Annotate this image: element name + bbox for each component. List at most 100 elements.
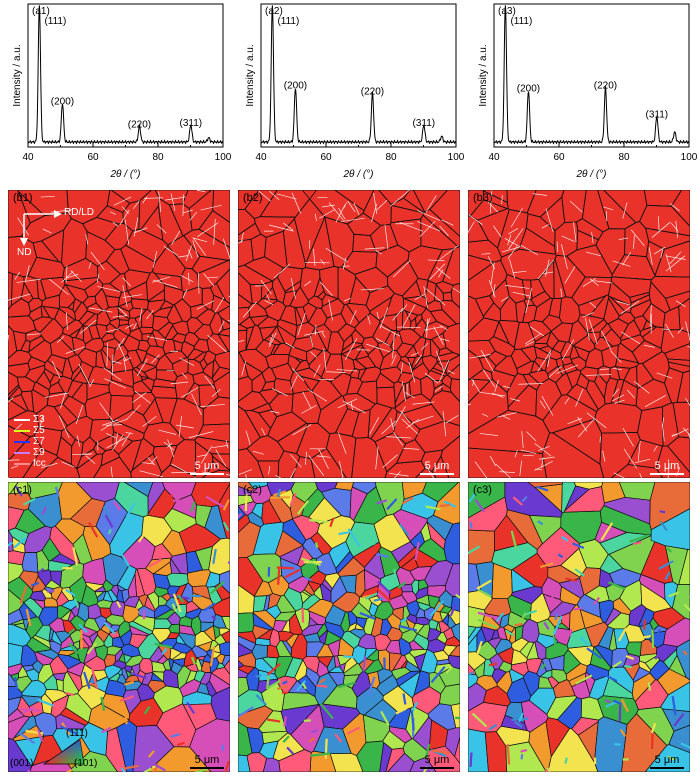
ipf-map-svg: [468, 482, 690, 772]
grain-boundary: [253, 216, 296, 238]
twin-boundary: [392, 307, 404, 321]
twin-lamella: [222, 499, 230, 511]
grain: [154, 604, 173, 619]
twin-boundary: [447, 370, 455, 375]
twin-boundary: [424, 372, 439, 384]
peak-label: (200): [284, 81, 307, 92]
twin-lamella: [65, 588, 76, 597]
twin-lamella: [343, 655, 358, 659]
twin-boundary: [474, 461, 488, 478]
twin-boundary: [614, 399, 625, 404]
twin-lamella: [512, 496, 523, 506]
twin-boundary: [441, 219, 454, 226]
twin-boundary: [616, 300, 631, 306]
twin-lamella: [304, 576, 312, 582]
twin-boundary: [405, 392, 415, 399]
twin-boundary: [307, 388, 327, 402]
twin-boundary: [501, 195, 503, 204]
grain-boundary: [56, 436, 73, 466]
grain-boundary: [327, 331, 345, 355]
peak-label: (111): [44, 16, 66, 27]
twin-lamella: [277, 568, 281, 585]
twin-lamella: [315, 542, 319, 549]
twin-boundary: [496, 412, 517, 418]
twin-boundary: [275, 475, 282, 478]
twin-boundary: [669, 202, 680, 212]
twin-boundary: [347, 200, 356, 213]
grain: [284, 657, 304, 679]
twin-boundary: [191, 393, 202, 416]
twin-boundary: [637, 440, 641, 461]
twin-boundary: [89, 379, 95, 388]
grain-boundary: [422, 208, 460, 248]
twin-boundary: [613, 472, 625, 478]
twin-boundary: [382, 454, 398, 468]
grain: [191, 585, 212, 600]
twin-lamella: [402, 693, 407, 705]
twin-lamella: [455, 593, 460, 599]
phase-map-1: (b1) RD/LD ND Σ3 Σ5 Σ7 Σ9 fcc 5 μm: [8, 190, 230, 478]
grain: [276, 594, 297, 613]
x-tick-label: 80: [618, 152, 630, 163]
twin-boundary: [393, 406, 406, 428]
grain: [649, 617, 660, 631]
phase-map-3: (b3) 5 μm: [468, 190, 690, 478]
twin-boundary: [100, 422, 113, 431]
twin-lamella: [449, 604, 457, 617]
twin-boundary: [268, 334, 274, 345]
twin-lamella: [537, 520, 544, 526]
grain: [88, 631, 98, 645]
twin-boundary: [425, 464, 434, 478]
twin-boundary: [315, 213, 317, 222]
xrd-chart-svg: 40 60 80 100 2θ / (°) Intensity / a.u. (111) (2…: [478, 3, 698, 180]
twin-lamella: [544, 769, 550, 772]
grain: [221, 616, 230, 631]
twin-boundary: [653, 445, 658, 452]
twin-boundary: [344, 338, 358, 360]
twin-boundary: [304, 330, 325, 336]
twin-boundary: [310, 351, 318, 358]
scale-bar: 5 μm: [420, 754, 454, 769]
grain: [357, 633, 377, 650]
twin-boundary: [585, 251, 601, 257]
twin-boundary: [545, 259, 550, 277]
twin-lamella: [673, 713, 685, 727]
twin-lamella: [277, 685, 288, 690]
grain-boundary: [125, 228, 169, 263]
twin-boundary: [158, 191, 162, 213]
grain-boundary: [135, 362, 157, 373]
grain: [551, 669, 568, 684]
twin-boundary: [532, 193, 548, 196]
twin-boundary: [487, 201, 499, 213]
grain: [365, 649, 379, 662]
twin-lamella: [604, 673, 618, 683]
twin-boundary: [380, 325, 401, 337]
grain: [62, 671, 80, 697]
twin-lamella: [266, 718, 281, 723]
grain-boundary: [593, 372, 608, 400]
twin-boundary: [468, 403, 471, 406]
grain-boundary: [82, 313, 99, 327]
twin-lamella: [536, 485, 549, 492]
grain: [663, 648, 678, 670]
twin-boundary: [163, 246, 178, 256]
ipf-map-3: (c3) 5 μm: [468, 482, 690, 772]
twin-lamella: [212, 548, 217, 564]
grain: [125, 675, 140, 683]
grain-boundary: [655, 445, 690, 478]
grain-boundary: [202, 396, 230, 426]
twin-boundary: [343, 297, 351, 302]
twin-boundary: [439, 245, 459, 260]
grain: [489, 653, 504, 670]
grain-boundary: [533, 346, 551, 361]
twin-boundary: [425, 317, 431, 332]
twin-boundary: [401, 381, 406, 402]
twin-boundary: [426, 319, 428, 338]
twin-boundary: [343, 202, 347, 209]
xrd-series-line: [493, 5, 690, 145]
grain-boundary: [341, 251, 378, 275]
grain: [364, 569, 381, 592]
twin-lamella: [19, 585, 28, 604]
grain-boundary: [48, 381, 65, 395]
twin-boundary: [183, 209, 193, 214]
